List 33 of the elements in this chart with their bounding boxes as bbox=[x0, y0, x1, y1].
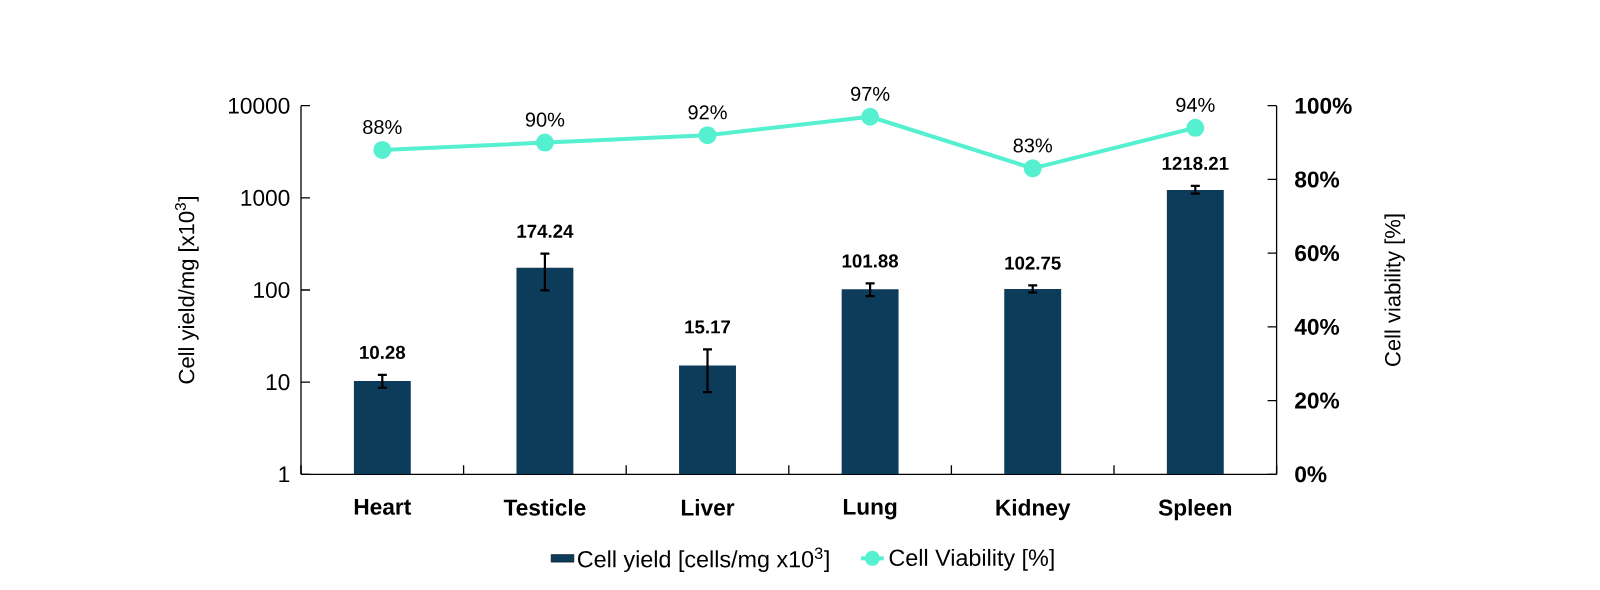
data-label: 92% bbox=[688, 105, 727, 120]
data-label: 15.17 bbox=[685, 320, 731, 334]
y-tick-label: 10000 bbox=[229, 97, 290, 114]
y-tick-label: 10 bbox=[266, 374, 290, 391]
legend-label: Cell Viability [%] bbox=[889, 548, 1054, 571]
data-label: 90% bbox=[525, 112, 565, 127]
y2-tick-label: 60% bbox=[1295, 245, 1340, 262]
y2-tick-label: 40% bbox=[1294, 318, 1340, 335]
x-tick-label: Kidney bbox=[996, 499, 1071, 521]
y2-tick-label: 80% bbox=[1295, 171, 1340, 188]
x-tick-label: Heart bbox=[354, 499, 411, 515]
data-label: 1218.21 bbox=[1162, 156, 1229, 171]
data-label: 101.88 bbox=[842, 254, 899, 268]
data-label: 10.28 bbox=[360, 345, 406, 360]
y2-tick-label: 20% bbox=[1295, 392, 1340, 409]
x-tick-label: Testicle bbox=[503, 499, 586, 516]
x-tick-label: Spleen bbox=[1158, 499, 1232, 521]
y-tick-label: 100 bbox=[254, 281, 290, 299]
data-label: 174.24 bbox=[517, 224, 574, 238]
y-axis-title: Cell yield/mg [x10$^{3}$] bbox=[175, 197, 199, 384]
y2-tick-label: 100% bbox=[1295, 97, 1352, 114]
data-label: 83% bbox=[1013, 138, 1052, 153]
y-tick-label: 1 bbox=[279, 466, 290, 483]
y2-axis-title: Cell viability [%] bbox=[1384, 214, 1405, 366]
data-label: 97% bbox=[851, 86, 890, 101]
x-tick-label: Liver bbox=[681, 499, 735, 516]
data-label: 94% bbox=[1176, 97, 1215, 112]
x-tick-label: Lung bbox=[843, 499, 897, 520]
y-tick-label: 1000 bbox=[241, 189, 290, 206]
legend-label: Cell yield [cells/mg x10$^{3}$] bbox=[578, 547, 829, 573]
data-label: 88% bbox=[363, 119, 402, 135]
y2-tick-label: 0% bbox=[1295, 466, 1327, 483]
data-label: 102.75 bbox=[1005, 256, 1061, 270]
